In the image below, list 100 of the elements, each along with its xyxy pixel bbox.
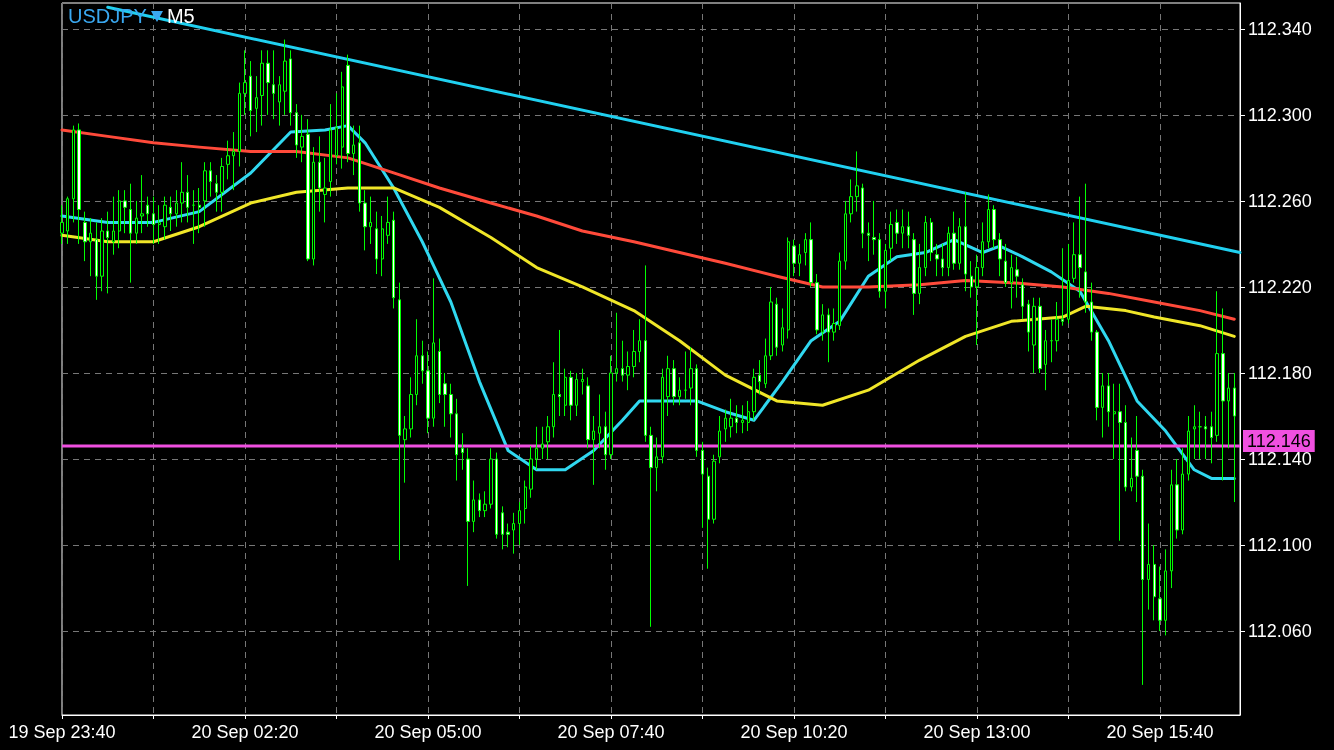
candlestick — [889, 211, 893, 262]
candlestick — [203, 161, 207, 228]
candlestick — [1141, 469, 1144, 686]
candlestick — [226, 140, 230, 180]
chart-title: USDJPY — [68, 5, 147, 28]
candlestick — [586, 376, 590, 449]
candlestick — [758, 359, 761, 395]
candlestick — [661, 368, 664, 464]
candlestick — [804, 232, 807, 266]
candlestick — [95, 221, 98, 301]
candlestick — [1095, 329, 1099, 421]
candlestick — [1072, 221, 1076, 284]
candlestick — [466, 447, 470, 587]
candlestick — [895, 209, 899, 245]
candlestick — [1181, 447, 1184, 535]
candlestick — [260, 49, 264, 127]
candlestick — [335, 92, 338, 165]
candlestick — [306, 118, 310, 262]
candlestick — [1147, 523, 1150, 611]
candlestick — [524, 480, 527, 525]
candlestick — [198, 187, 201, 234]
candlestick — [489, 447, 493, 509]
candlestick — [844, 200, 847, 271]
candlestick — [769, 286, 773, 361]
candlestick — [935, 243, 939, 277]
y-tick-label: 112.220 — [1248, 276, 1312, 297]
candlestick — [215, 174, 218, 213]
candlestick — [558, 329, 561, 417]
candlestick — [632, 329, 636, 378]
candlestick — [1170, 469, 1173, 589]
candlestick — [941, 243, 944, 277]
candlestick — [192, 189, 195, 245]
candlestick — [1067, 243, 1070, 325]
candlestick — [992, 204, 996, 249]
candlestick — [918, 243, 921, 305]
candlestick — [712, 454, 716, 525]
candlestick — [1227, 372, 1230, 449]
candlestick — [312, 146, 315, 266]
candlestick — [443, 372, 447, 428]
candlestick — [106, 211, 109, 294]
candlestick — [649, 426, 653, 628]
candlestick — [341, 71, 344, 170]
candlestick — [684, 350, 687, 400]
candlestick — [964, 191, 967, 292]
candlestick — [272, 49, 275, 120]
candlestick — [626, 350, 630, 391]
candlestick — [638, 318, 641, 363]
candlestick — [724, 409, 727, 443]
candlestick — [238, 82, 241, 167]
candlestick — [707, 467, 710, 570]
candlestick — [249, 60, 252, 137]
candlestick — [1215, 290, 1219, 443]
candlestick — [1055, 301, 1059, 352]
candlestick — [100, 217, 104, 292]
candlestick — [827, 307, 830, 363]
x-tick-label: 19 Sep 23:40 — [8, 722, 116, 742]
candlestick — [970, 260, 973, 299]
candlestick — [907, 211, 910, 249]
candlestick — [821, 303, 824, 342]
candlestick — [535, 426, 538, 471]
candlestick — [295, 103, 298, 159]
ref-line-label: 112.146 — [1247, 431, 1311, 452]
candlestick — [255, 75, 258, 133]
candlestick — [123, 189, 127, 234]
candlestick — [118, 189, 121, 249]
candlestick — [609, 355, 613, 460]
candlestick — [209, 161, 212, 198]
candlestick — [1233, 372, 1236, 503]
candlestick — [792, 239, 796, 277]
candlestick — [472, 480, 475, 533]
candlestick — [432, 277, 435, 428]
candlestick — [981, 221, 984, 277]
candlestick — [747, 400, 750, 432]
candlestick — [398, 282, 401, 561]
candlestick — [598, 393, 601, 449]
candlestick — [461, 432, 464, 471]
candlestick — [375, 211, 378, 275]
candlestick — [575, 372, 578, 417]
candlestick — [1158, 566, 1162, 632]
candlestick — [1101, 372, 1104, 439]
y-tick-label: 112.060 — [1248, 621, 1312, 642]
candlestick — [901, 209, 904, 249]
candlestick — [421, 340, 424, 385]
candlestick — [912, 232, 916, 316]
candlestick — [564, 368, 567, 417]
candlestick — [924, 215, 927, 277]
candlestick — [1004, 243, 1007, 288]
candlestick — [952, 211, 956, 271]
candlestick — [764, 338, 767, 389]
candlestick — [838, 252, 841, 331]
candlestick — [678, 376, 681, 406]
x-tick-label: 20 Sep 15:40 — [1106, 722, 1214, 742]
candlestick — [77, 122, 81, 245]
candlestick — [232, 131, 235, 191]
y-tick-label: 112.300 — [1248, 104, 1312, 125]
candlestick — [1044, 329, 1047, 391]
candlestick — [158, 204, 161, 245]
candlestick — [998, 232, 1002, 277]
candlestick — [152, 196, 155, 245]
x-tick-label: 20 Sep 10:20 — [740, 722, 848, 742]
